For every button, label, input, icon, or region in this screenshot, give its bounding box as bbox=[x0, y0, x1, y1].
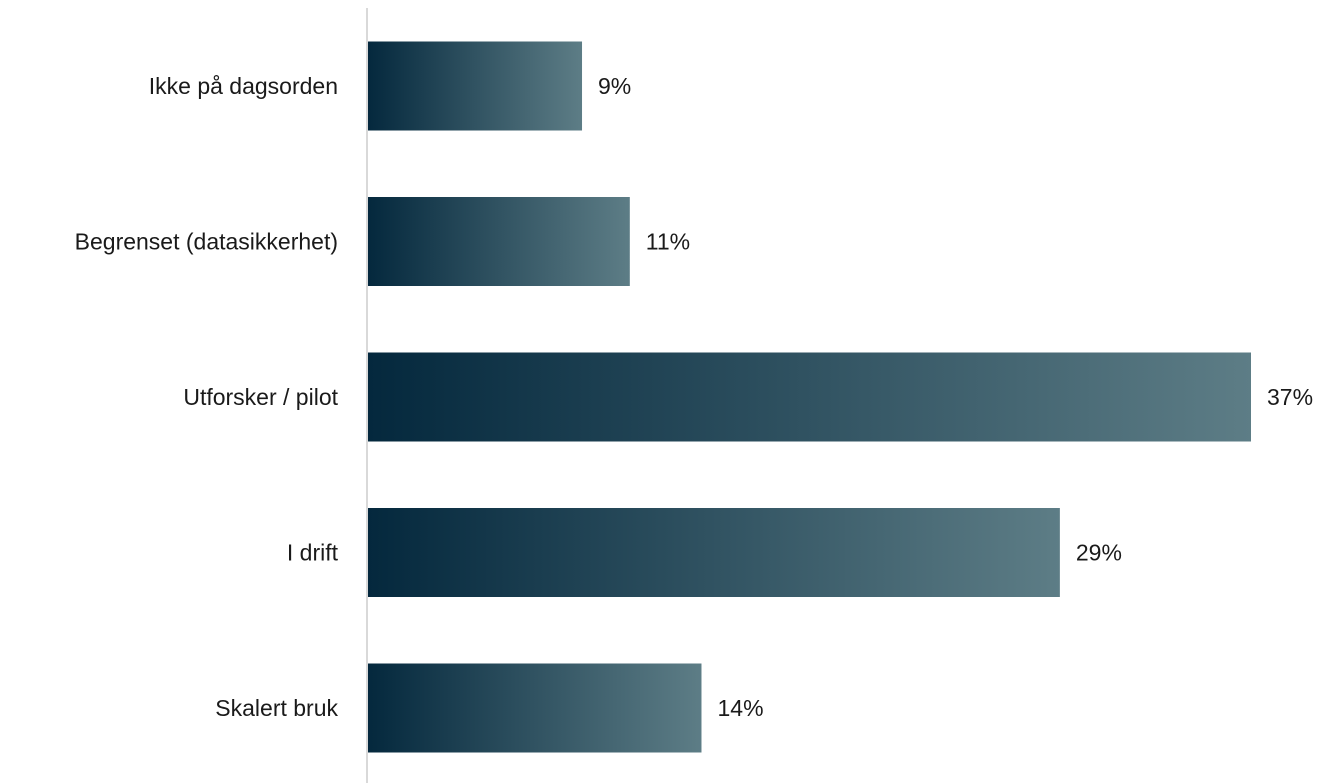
bar bbox=[367, 197, 630, 286]
bar bbox=[367, 352, 1251, 442]
category-label: Begrenset (datasikkerhet) bbox=[75, 229, 338, 255]
category-label: Ikke på dagsorden bbox=[149, 73, 338, 99]
category-label: Skalert bruk bbox=[215, 695, 338, 721]
data-label: 11% bbox=[646, 229, 690, 255]
category-label: Utforsker / pilot bbox=[183, 384, 338, 410]
data-label: 9% bbox=[598, 73, 631, 99]
category-label: I drift bbox=[287, 540, 339, 566]
bar bbox=[367, 663, 702, 753]
bars-layer bbox=[367, 41, 1251, 753]
data-label: 14% bbox=[717, 695, 763, 721]
labels-layer: Ikke på dagsorden 9% Begrenset (datasikker… bbox=[75, 73, 1313, 721]
bar bbox=[367, 41, 583, 131]
bar bbox=[367, 508, 1060, 597]
data-label: 29% bbox=[1076, 540, 1122, 566]
data-label: 37% bbox=[1267, 384, 1313, 410]
